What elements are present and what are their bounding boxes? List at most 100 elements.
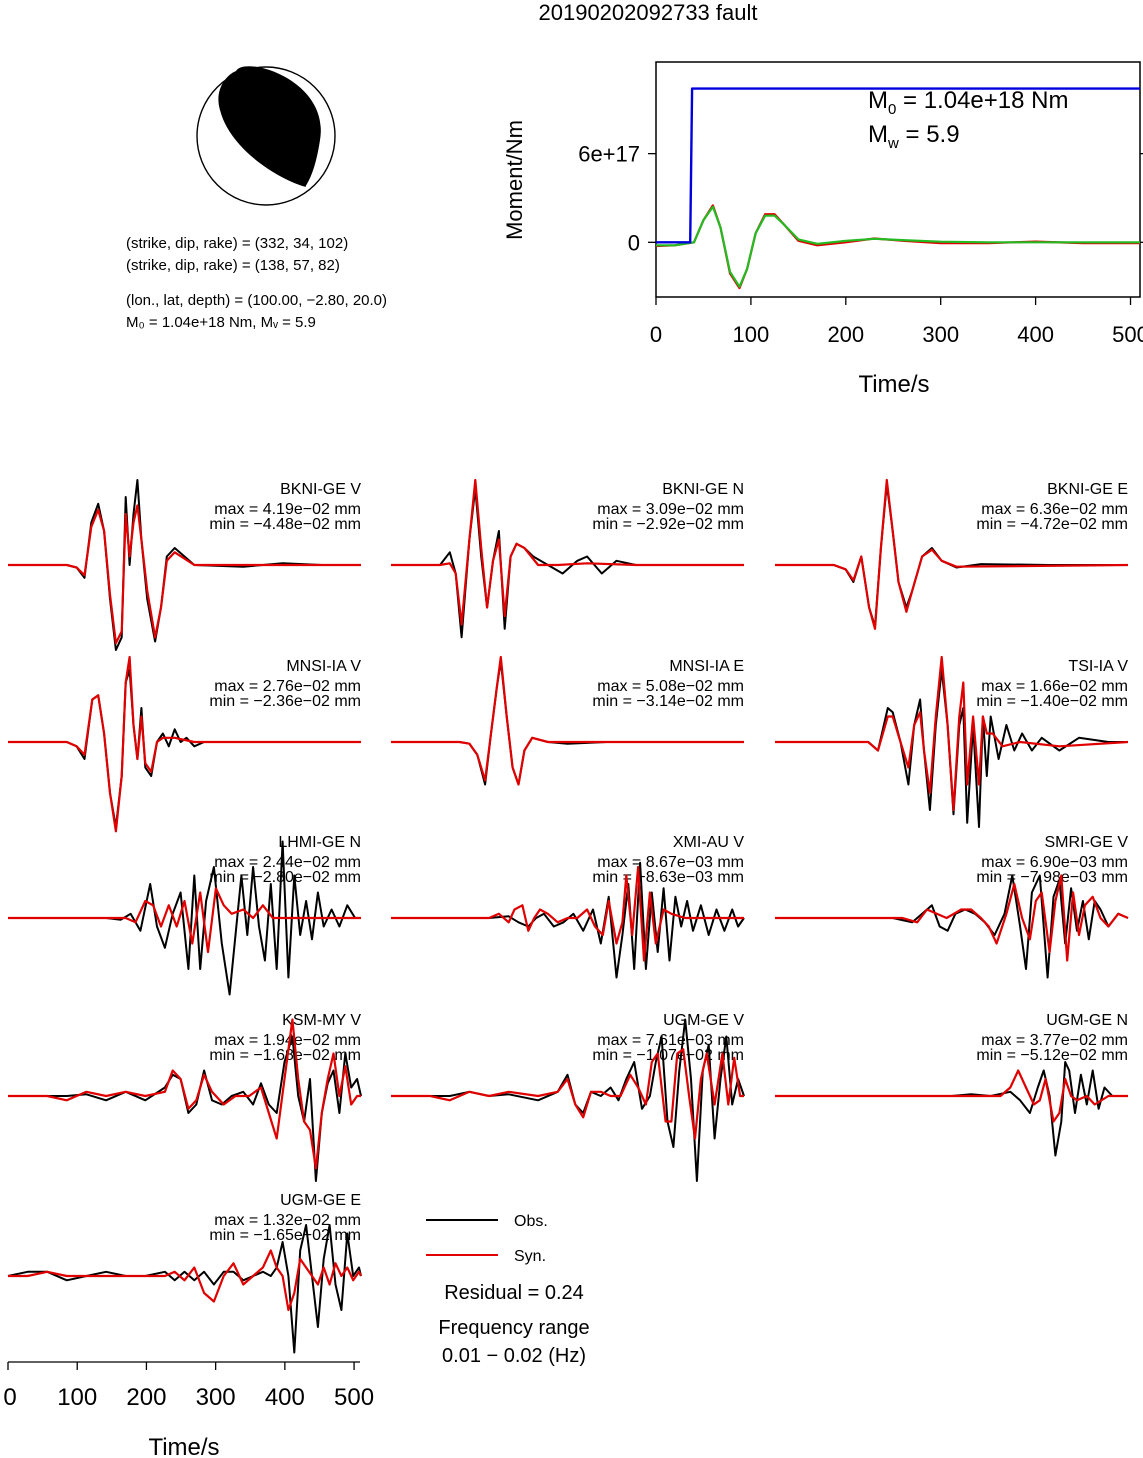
station-min: min = −2.36e−02 mm [209,693,361,710]
observed-trace [8,840,361,996]
plane2-text: (strike, dip, rake) = (138, 57, 82) [126,257,340,274]
stf-curves [655,87,1140,290]
stf-m0-value: 1.04e+18 Nm [924,87,1069,114]
stf-series-cumulative-moment [656,87,1140,244]
stf-ytick-label: 6e+17 [578,142,640,167]
legend: Obs. Syn. Residual = 0.24 Frequency rang… [426,1213,590,1367]
stf-panel: Moment/Nm Time/s M0 = 1.04e+18 Nm Mw = 5… [502,61,1143,398]
station-min: min = −4.48e−02 mm [209,516,361,533]
figure-title: 20190202092733 fault [539,0,758,25]
station-label: TSI-IA V [1068,658,1128,675]
station-max: max = 1.94e−02 mm [214,1032,361,1049]
station-max: max = 8.67e−03 mm [597,854,744,871]
stf-m0-annotation: M0 = 1.04e+18 Nm Mw = 5.9 [868,87,1068,152]
station-max: max = 2.44e−02 mm [214,854,361,871]
moment-text: M₀ = 1.04e+18 Nm, Mᵥ = 5.9 [126,314,316,331]
station-label: XMI-AU V [673,834,744,851]
bottom-xtick-label: 500 [334,1384,374,1411]
station-min: min = −1.40e−02 mm [976,693,1128,710]
synthetic-trace [8,1018,361,1170]
freq-range-value: 0.01 − 0.02 (Hz) [442,1345,586,1367]
station-label: UGM-GE N [1046,1012,1128,1029]
stf-xtick-label: 0 [650,322,662,347]
location-text: (lon., lat, depth) = (100.00, −2.80, 20.… [126,292,387,309]
station-label: UGM-GE E [280,1192,361,1209]
beachball-icon [196,66,336,206]
observed-trace [775,874,1129,979]
synthetic-trace [775,478,1129,630]
residual-text: Residual = 0.24 [444,1282,584,1304]
stf-xtick-label: 200 [827,322,864,347]
stf-xtick-label: 100 [733,322,770,347]
stf-x-ticks: 0 100 200 300 400 500 [650,297,1143,347]
station-max: max = 6.90e−03 mm [981,854,1128,871]
bottom-xtick-label: 300 [196,1384,236,1411]
station-min: min = −8.63e−03 mm [592,869,744,886]
station-max: max = 1.66e−02 mm [981,678,1128,695]
legend-obs-label: Obs. [514,1213,548,1230]
synthetic-trace [8,504,361,645]
station-min: min = −2.80e−02 mm [209,869,361,886]
stf-y-ticks: 0 6e+17 [578,142,1143,255]
station-min: min = −2.92e−02 mm [592,516,744,533]
station-max: max = 3.09e−02 mm [597,501,744,518]
station-min: min = −4.72e−02 mm [976,516,1128,533]
synthetic-trace [775,874,1129,962]
station-max: max = 7.61e−03 mm [597,1032,744,1049]
station-label: UGM-GE V [663,1012,744,1029]
stf-mw-value: 5.9 [926,121,959,148]
plane1-text: (strike, dip, rake) = (332, 34, 102) [126,235,348,252]
synthetic-trace [391,865,744,962]
station-label: BKNI-GE N [662,481,744,498]
stf-xtick-label: 300 [922,322,959,347]
synthetic-trace [775,1069,1128,1123]
observed-trace [7,1224,362,1354]
svg-text:M0 = 1.04e+18 Nm: M0 = 1.04e+18 Nm [868,87,1068,118]
station-max: max = 3.77e−02 mm [981,1032,1128,1049]
legend-syn-label: Syn. [514,1248,546,1265]
synthetic-trace [391,478,744,626]
freq-range-title: Frequency range [438,1317,589,1339]
station-label: KSM-MY V [282,1012,361,1029]
station-label: SMRI-GE V [1044,834,1128,851]
synthetic-trace [8,655,361,833]
stf-xtick-label: 400 [1017,322,1054,347]
station-label: LHMI-GE N [278,834,361,851]
stf-ytick-label: 0 [628,230,640,255]
stf-series-moment-rate-green- [656,205,1140,288]
station-label: MNSI-IA E [669,658,744,675]
bottom-xtick-label: 200 [126,1384,166,1411]
bottom-xtick-label: 400 [265,1384,305,1411]
observed-trace [775,1061,1128,1157]
synthetic-trace [391,655,744,786]
station-max: max = 1.32e−02 mm [214,1212,361,1229]
stf-xtick-label: 500 [1112,322,1143,347]
station-min: min = −5.12e−02 mm [976,1047,1128,1064]
station-label: BKNI-GE E [1047,481,1128,498]
bottom-axis-ticks: 0 100 200 300 400 500 [3,1362,374,1411]
stf-series-moment-rate-red- [655,204,1140,290]
synthetic-trace [775,655,1129,812]
station-label: BKNI-GE V [280,481,361,498]
stf-xlabel: Time/s [858,371,929,398]
station-min: min = −1.68e−02 mm [209,1047,361,1064]
synthetic-trace [8,887,361,954]
observed-trace [391,861,745,979]
bottom-xtick-label: 0 [3,1384,16,1411]
station-max: max = 6.36e−02 mm [981,501,1128,518]
station-min: min = −1.65e−02 mm [209,1227,361,1244]
bottom-xtick-label: 100 [57,1384,97,1411]
